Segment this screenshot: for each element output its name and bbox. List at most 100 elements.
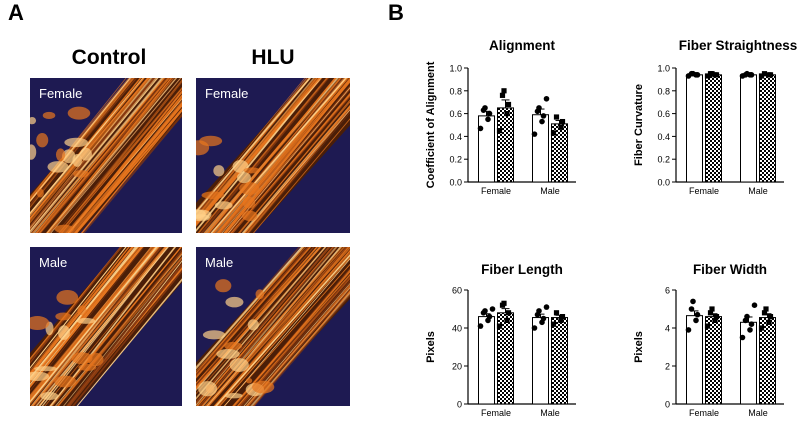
data-point bbox=[482, 105, 488, 111]
tissue-debris bbox=[216, 348, 240, 359]
y-tick-label: 2 bbox=[665, 362, 670, 372]
y-axis-label: Pixels bbox=[425, 331, 437, 363]
data-point bbox=[767, 314, 774, 320]
bar bbox=[705, 316, 722, 405]
data-point bbox=[543, 304, 550, 310]
fiber-strand bbox=[238, 99, 350, 233]
fiber-strand bbox=[58, 86, 182, 233]
data-point bbox=[693, 317, 699, 324]
y-axis-label: Pixels bbox=[633, 331, 645, 363]
data-point bbox=[496, 323, 503, 329]
tissue-debris bbox=[224, 392, 243, 399]
chart-title: Alignment bbox=[489, 38, 556, 53]
micrograph-control-male: Male bbox=[30, 247, 182, 406]
bar bbox=[551, 317, 568, 405]
tissue-debris bbox=[87, 352, 104, 367]
tissue-debris bbox=[71, 352, 93, 365]
data-point bbox=[712, 317, 718, 323]
data-point bbox=[559, 314, 566, 320]
data-point bbox=[539, 118, 545, 125]
fiber-strand bbox=[30, 247, 143, 382]
tissue-debris bbox=[242, 196, 256, 209]
tissue-debris bbox=[64, 137, 88, 148]
bar bbox=[532, 114, 549, 183]
data-point bbox=[744, 70, 750, 77]
tissue-debris bbox=[73, 170, 89, 178]
micrograph-hlu-male: Male bbox=[196, 247, 350, 406]
data-point bbox=[707, 310, 714, 316]
data-point bbox=[550, 130, 557, 136]
data-point bbox=[553, 310, 560, 316]
tissue-debris bbox=[30, 316, 50, 331]
tissue-debris bbox=[54, 224, 74, 233]
data-point bbox=[763, 306, 769, 312]
chart-alignment: Alignment Coefficient of Alignment 0.0 0.2 0… bbox=[420, 34, 580, 211]
tissue-debris bbox=[215, 279, 232, 293]
data-point bbox=[739, 334, 746, 341]
fiber-strand bbox=[200, 247, 346, 406]
panel-a-letter: A bbox=[8, 0, 24, 25]
fiber-strand bbox=[45, 78, 173, 233]
chart-title: Fiber Width bbox=[693, 262, 767, 277]
chart-title: Fiber Length bbox=[481, 262, 563, 277]
tissue-debris bbox=[78, 363, 97, 371]
data-point bbox=[536, 308, 542, 314]
tissue-debris bbox=[40, 391, 59, 401]
fiber-strand bbox=[232, 273, 350, 406]
fiber-strand bbox=[70, 102, 182, 233]
tissue-debris bbox=[76, 317, 96, 324]
y-tick-label: 0 bbox=[665, 400, 670, 410]
data-point bbox=[748, 72, 755, 78]
data-point bbox=[531, 325, 538, 331]
data-point bbox=[690, 298, 696, 305]
fiber-strand bbox=[35, 78, 166, 233]
data-point bbox=[531, 131, 538, 137]
fiber-strand bbox=[232, 267, 350, 406]
tissue-debris bbox=[79, 147, 92, 161]
x-tick-label: Male bbox=[540, 408, 560, 418]
fiber-strand bbox=[36, 78, 171, 233]
fiber-strand bbox=[30, 247, 160, 406]
fiber-strand bbox=[231, 95, 350, 233]
fiber-strand bbox=[248, 111, 350, 233]
panel-b-letter: B bbox=[388, 0, 404, 25]
data-point bbox=[501, 88, 507, 94]
data-point bbox=[713, 72, 720, 78]
micrograph-label: Male bbox=[205, 255, 234, 270]
fiber-strand bbox=[207, 78, 337, 233]
tissue-debris bbox=[55, 148, 66, 162]
bar bbox=[740, 74, 757, 183]
column-title-hlu: HLU bbox=[251, 46, 295, 69]
fiber-strand bbox=[217, 78, 349, 233]
bar bbox=[705, 74, 722, 183]
x-tick-label: Female bbox=[689, 408, 719, 418]
micrograph-label: Male bbox=[39, 255, 68, 270]
fiber-strand bbox=[56, 256, 182, 406]
tissue-debris bbox=[199, 135, 223, 147]
y-tick-label: 0.0 bbox=[657, 178, 670, 188]
fiber-strand bbox=[50, 78, 182, 233]
tissue-debris bbox=[30, 116, 37, 125]
tissue-debris bbox=[229, 358, 249, 372]
y-tick-label: 60 bbox=[452, 286, 462, 296]
tissue-texture bbox=[196, 247, 350, 406]
x-tick-label: Male bbox=[540, 186, 560, 196]
tissue-debris bbox=[239, 182, 260, 195]
data-point bbox=[553, 114, 560, 120]
fiber-strand bbox=[30, 247, 156, 398]
fiber-strand bbox=[66, 263, 182, 406]
data-point bbox=[485, 116, 491, 123]
micrograph-label: Female bbox=[39, 86, 83, 101]
fiber-strand bbox=[33, 78, 163, 233]
tissue-debris bbox=[30, 144, 37, 160]
data-point bbox=[477, 323, 484, 329]
tissue-debris bbox=[77, 305, 87, 316]
tissue-debris bbox=[34, 366, 58, 372]
fiber-strand bbox=[242, 109, 350, 233]
tissue-debris bbox=[237, 172, 251, 184]
bar bbox=[497, 107, 514, 183]
fiber-strand bbox=[223, 263, 350, 406]
tissue-texture bbox=[196, 78, 350, 233]
data-point bbox=[540, 113, 547, 119]
fiber-strand bbox=[65, 95, 182, 233]
